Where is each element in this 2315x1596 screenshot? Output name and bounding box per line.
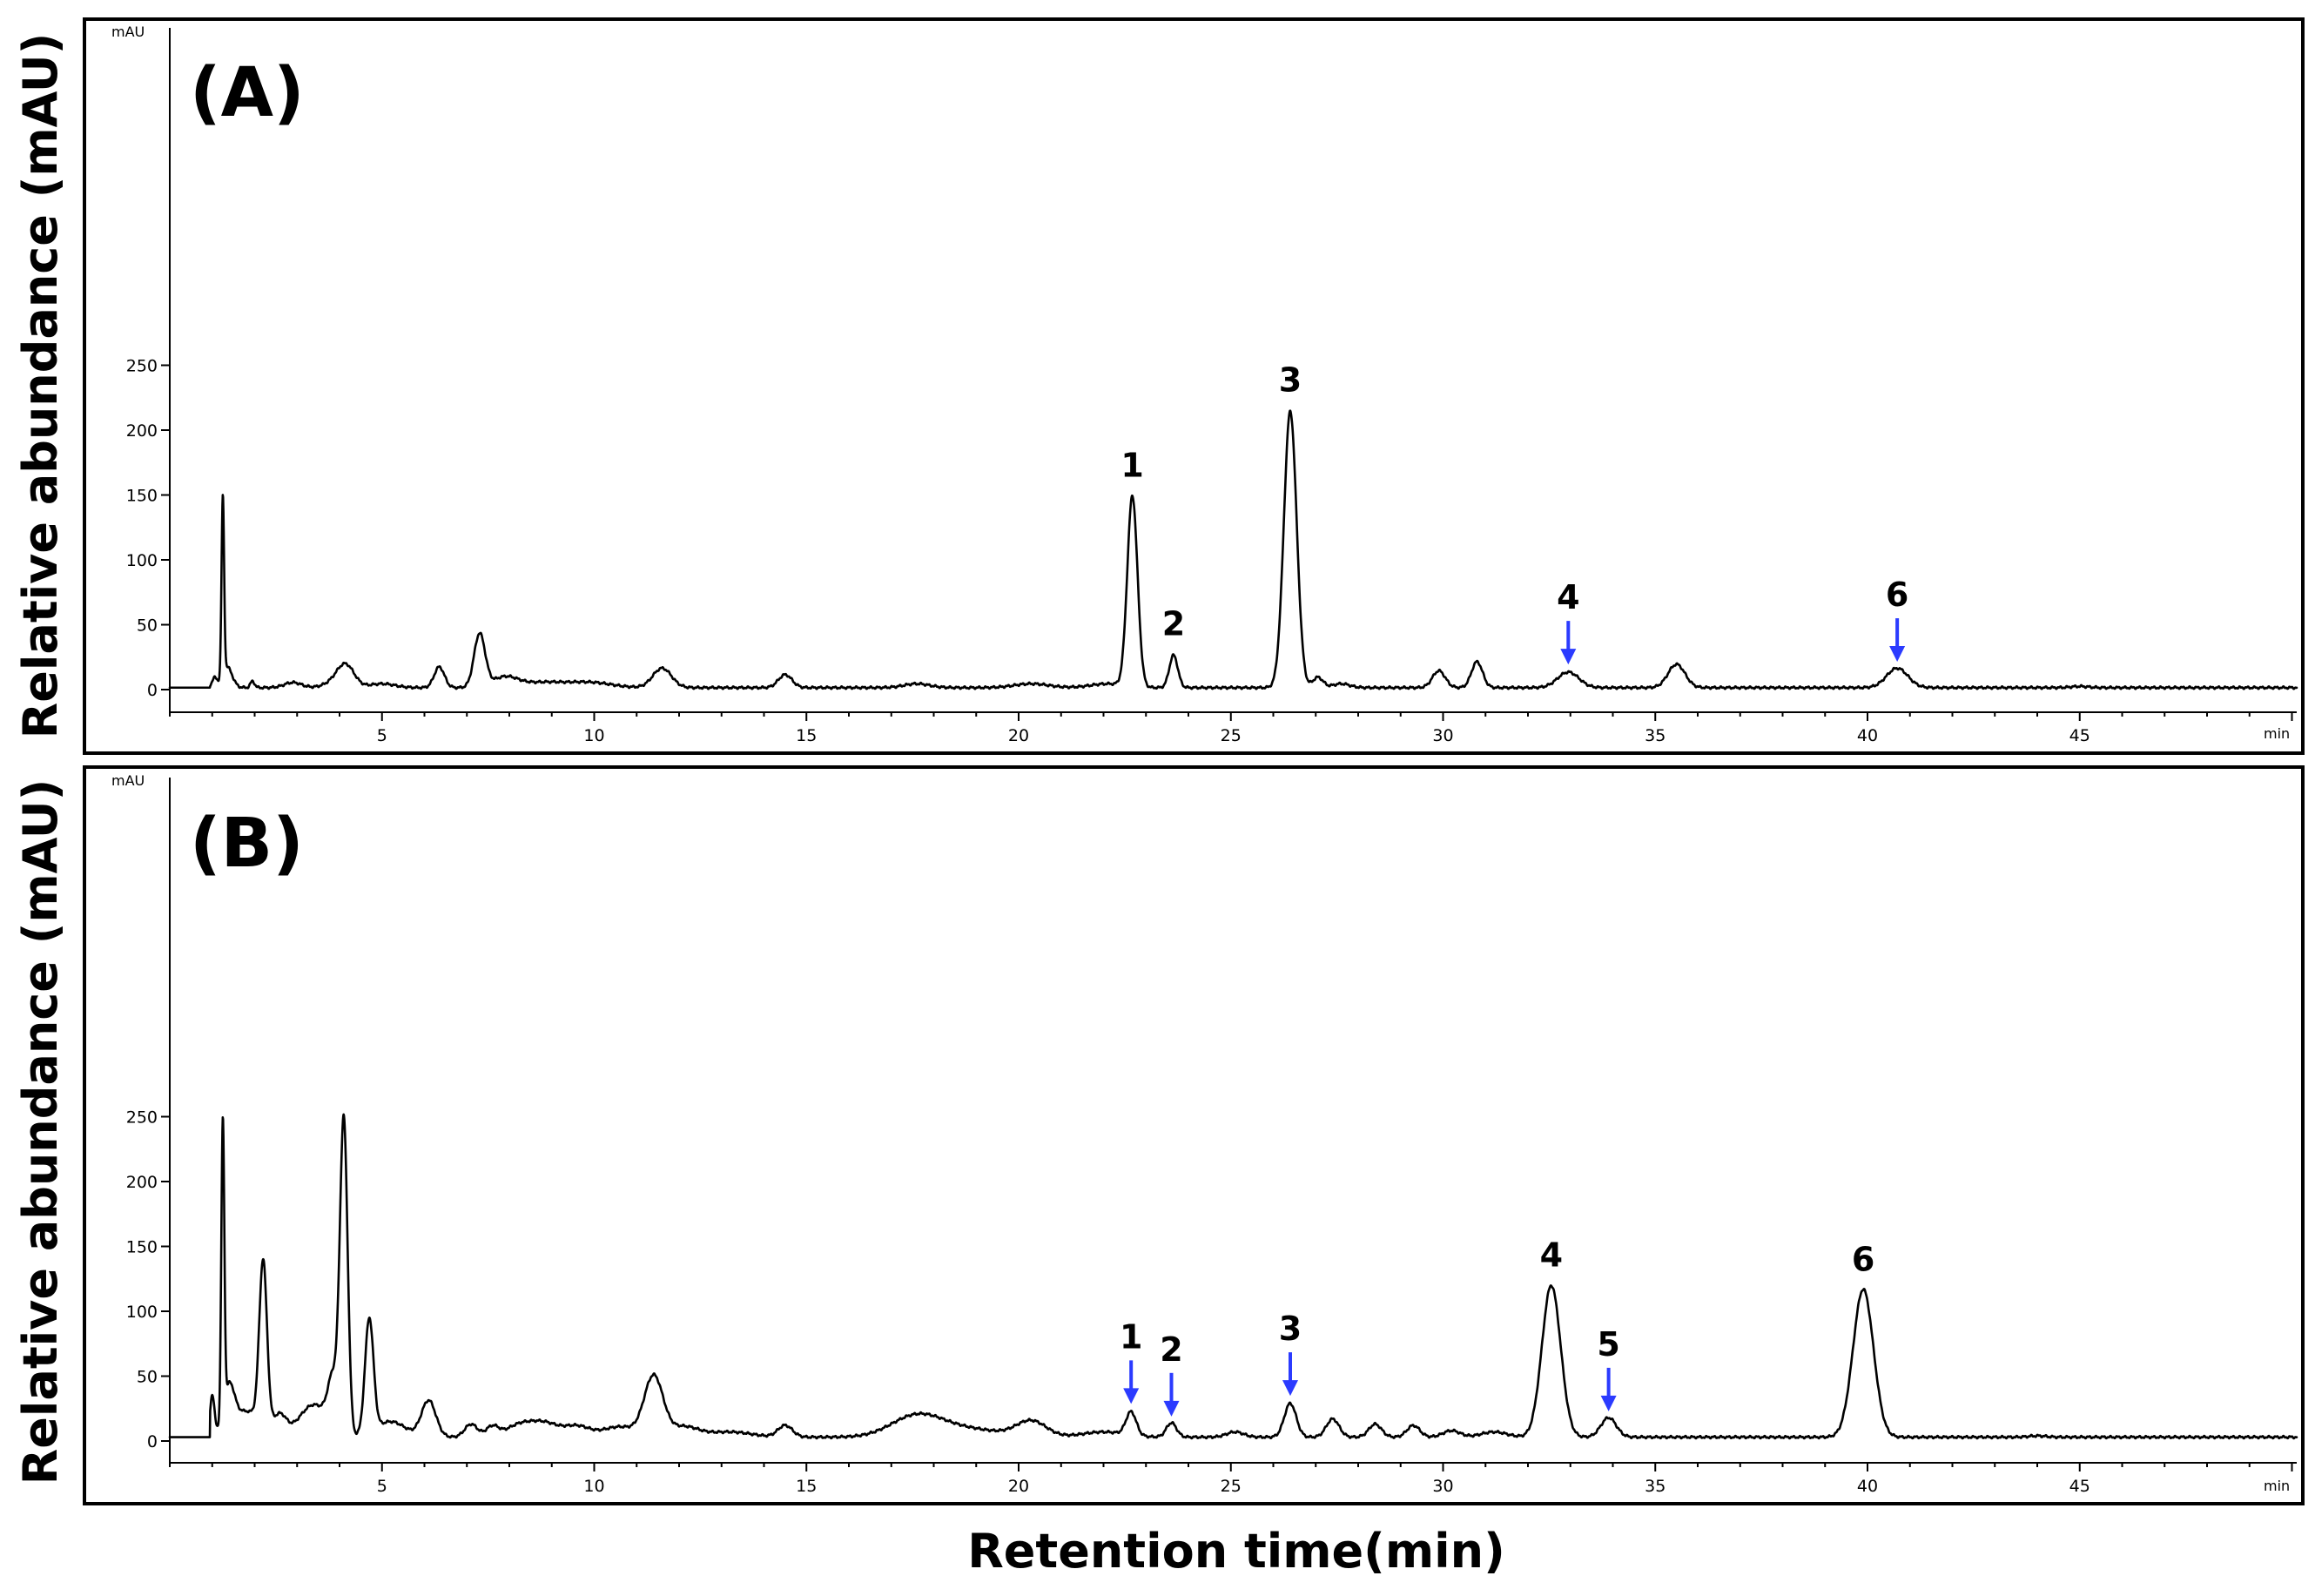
panel-b-x-tick-label: 45 <box>2069 1477 2090 1496</box>
panel-b-trace <box>168 1113 2298 1440</box>
panel-a-frame <box>83 17 2305 755</box>
peak-2-arrow-head <box>1163 1400 1180 1417</box>
panel-b-x-tick-label: 25 <box>1221 1477 1242 1496</box>
panel-a-x-tick-label: 30 <box>1432 726 1453 745</box>
panel-b-x-tick-label: 10 <box>583 1477 604 1496</box>
panel-a-y-tick-label: 50 <box>137 616 158 636</box>
panel-a-y-tick-label: 250 <box>126 357 158 376</box>
panel-a-y-tick-label: 200 <box>126 421 158 441</box>
panel-a-x-tick-label: 45 <box>2069 726 2090 745</box>
panel-a-x-tick-label: 20 <box>1008 726 1029 745</box>
peak-1-arrow-head <box>1123 1388 1140 1404</box>
peak-5-label: 5 <box>1597 1325 1619 1364</box>
panel-b-y-unit: mAU <box>111 772 145 789</box>
panel-b-label: (B) <box>190 805 304 883</box>
x-axis-title: Retention time(min) <box>967 1524 1505 1579</box>
peak-6-label: 6 <box>1852 1240 1874 1278</box>
peak-2-label: 2 <box>1162 605 1185 643</box>
peak-1-label: 1 <box>1120 446 1143 484</box>
panel-a-peak-labels: 1 2 3 4 6 <box>1120 361 1908 665</box>
panel-a-x-tick-label: 35 <box>1645 726 1666 745</box>
peak-4-label: 4 <box>1540 1236 1563 1275</box>
panel-a-label: (A) <box>190 54 305 132</box>
panel-b-y-tick-label: 100 <box>126 1303 158 1322</box>
y-axis-title-b: Relative abundance (mAU) <box>13 779 68 1485</box>
panel-a-y-unit: mAU <box>111 24 145 40</box>
panel-a-x-unit: min <box>2264 725 2290 742</box>
panel-b-x-tick-label: 35 <box>1645 1477 1666 1496</box>
panel-a-trace <box>168 409 2298 690</box>
panel-b-peak-labels: 1 2 3 4 5 6 <box>1120 1236 1874 1417</box>
peak-1-label: 1 <box>1120 1317 1142 1356</box>
panel-b-x-tick-label: 40 <box>1857 1477 1878 1496</box>
y-axis-title-a: Relative abundance (mAU) <box>13 33 68 739</box>
panel-b-x-tick-label: 20 <box>1008 1477 1029 1496</box>
panel-b-y-tick-label: 250 <box>126 1108 158 1128</box>
peak-6-arrow-head <box>1889 646 1906 663</box>
panel-a-x-tick-label: 5 <box>377 726 387 745</box>
panel-a-y-tick-label: 0 <box>147 681 158 700</box>
panel-a: mAU min (A) 0 50 100 150 200 250 5 10 15 20 25 30 35… <box>83 17 2305 755</box>
peak-2-label: 2 <box>1160 1330 1182 1369</box>
panel-a-ticks: 0 50 100 150 200 250 5 10 15 20 25 30 35 40 45 <box>126 357 2293 745</box>
panel-a-x-tick-label: 25 <box>1221 726 1242 745</box>
panel-a-x-tick-label: 15 <box>796 726 817 745</box>
panel-b-y-tick-label: 200 <box>126 1173 158 1192</box>
panel-a-x-tick-label: 40 <box>1857 726 1878 745</box>
panel-a-y-tick-label: 100 <box>126 551 158 570</box>
panel-b-x-tick-label: 15 <box>796 1477 817 1496</box>
panel-b-y-tick-label: 150 <box>126 1238 158 1257</box>
peak-4-label: 4 <box>1557 578 1579 616</box>
peak-6-label: 6 <box>1886 576 1908 614</box>
panel-b-x-tick-label: 5 <box>377 1477 387 1496</box>
panel-a-y-tick-label: 150 <box>126 487 158 506</box>
panel-b-y-tick-label: 0 <box>147 1432 158 1451</box>
peak-3-arrow-head <box>1282 1380 1298 1397</box>
peak-4-arrow-head <box>1560 649 1577 665</box>
panel-b-x-tick-label: 30 <box>1432 1477 1453 1496</box>
peak-3-label: 3 <box>1279 361 1302 400</box>
panel-a-x-tick-label: 10 <box>583 726 604 745</box>
panel-b-x-unit: min <box>2264 1478 2290 1494</box>
peak-5-arrow-head <box>1600 1395 1617 1411</box>
panel-b-y-tick-label: 50 <box>137 1368 158 1387</box>
peak-3-label: 3 <box>1279 1310 1302 1348</box>
panel-b-frame <box>83 765 2305 1505</box>
